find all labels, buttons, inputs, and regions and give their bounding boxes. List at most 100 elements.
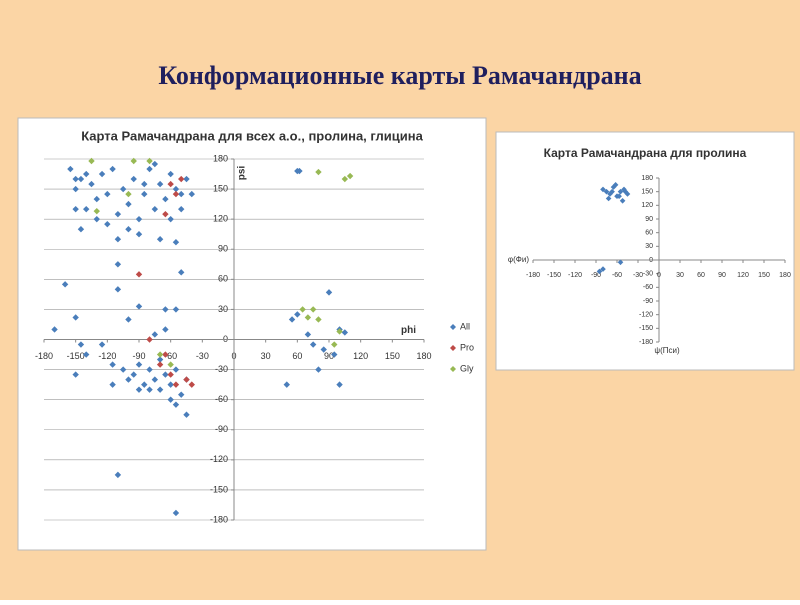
scatter-point	[610, 184, 617, 190]
scatter-point	[83, 170, 90, 178]
scatter-point	[341, 175, 349, 183]
y-tick-label: -150	[210, 484, 228, 494]
y-tick-label: 120	[213, 214, 228, 224]
scatter-point	[299, 306, 306, 313]
scatter-point	[331, 351, 338, 358]
scatter-point	[336, 328, 343, 335]
scatter-point	[72, 314, 79, 321]
scatter-point	[183, 376, 190, 383]
scatter-point	[346, 172, 354, 180]
scatter-point	[151, 205, 159, 213]
scatter-point	[151, 160, 159, 168]
chart-area	[495, 131, 795, 371]
scatter-point	[162, 195, 169, 203]
scatter-point	[167, 361, 174, 368]
scatter-point	[624, 191, 631, 197]
scatter-point	[315, 168, 322, 176]
scatter-point	[61, 281, 69, 288]
y-tick-label: -120	[210, 454, 228, 464]
scatter-point	[178, 269, 185, 276]
scatter-point	[162, 210, 169, 218]
scatter-point	[125, 225, 132, 233]
x-tick-label: 30	[676, 272, 684, 279]
scatter-point	[607, 191, 613, 197]
scatter-point	[605, 195, 612, 202]
y-tick-label: -180	[210, 514, 228, 524]
x-tick-label: -60	[612, 272, 622, 279]
y-tick-label: 60	[645, 230, 653, 237]
scatter-point	[167, 371, 174, 378]
scatter-point	[156, 356, 164, 363]
scatter-point	[188, 381, 195, 388]
scatter-point	[609, 188, 615, 195]
scatter-point	[141, 180, 148, 188]
scatter-point	[104, 190, 111, 198]
y-tick-label: 180	[213, 153, 228, 163]
scatter-point	[72, 205, 79, 213]
scatter-point	[114, 210, 122, 218]
scatter-point	[109, 381, 116, 388]
scatter-point	[600, 186, 606, 193]
scatter-point	[162, 351, 169, 358]
scatter-point	[119, 185, 127, 193]
scatter-point	[167, 180, 174, 188]
scatter-point	[151, 331, 159, 338]
scatter-point	[183, 411, 190, 418]
legend-label: Gly	[460, 363, 474, 373]
scatter-point	[336, 381, 343, 388]
scatter-point	[135, 303, 143, 310]
x-tick-label: 150	[758, 272, 770, 279]
x-tick-label: -150	[67, 351, 85, 361]
scatter-point	[167, 381, 174, 388]
y-tick-label: -180	[639, 339, 653, 346]
x-tick-label: -120	[568, 272, 582, 279]
x-axis-label: ψ(Пси)	[654, 346, 680, 355]
x-tick-label: -60	[164, 351, 177, 361]
y-tick-label: -120	[639, 312, 653, 319]
y-axis-label: psi	[237, 166, 248, 181]
scatter-point	[622, 188, 629, 195]
scatter-point	[83, 351, 90, 358]
x-tick-label: -90	[132, 351, 145, 361]
x-tick-label: 180	[416, 351, 431, 361]
scatter-point	[178, 190, 185, 198]
scatter-point	[156, 386, 164, 393]
scatter-point	[83, 205, 90, 213]
scatter-point	[325, 289, 333, 296]
scatter-point	[178, 205, 185, 213]
y-tick-label: 0	[223, 334, 228, 344]
scatter-point	[146, 366, 153, 373]
scatter-point	[125, 190, 132, 198]
scatter-point	[178, 175, 185, 183]
scatter-point	[114, 236, 122, 243]
scatter-point	[162, 371, 169, 378]
scatter-point	[621, 186, 627, 193]
scatter-point	[172, 190, 180, 198]
scatter-point	[93, 195, 100, 203]
legend-marker	[450, 366, 456, 372]
scatter-point	[288, 316, 296, 323]
x-tick-label: -150	[547, 272, 561, 279]
x-tick-label: -30	[633, 272, 643, 279]
scatter-point	[172, 306, 180, 313]
y-tick-label: -60	[215, 394, 228, 404]
scatter-point	[51, 326, 58, 333]
scatter-point	[130, 175, 137, 183]
x-tick-label: -90	[591, 272, 601, 279]
legend-marker	[450, 345, 456, 351]
scatter-point	[183, 175, 190, 183]
scatter-point	[72, 185, 79, 193]
y-tick-label: 30	[645, 243, 653, 250]
scatter-point	[617, 188, 624, 195]
scatter-point	[162, 326, 169, 333]
scatter-point	[130, 371, 137, 378]
x-tick-label: 180	[779, 272, 791, 279]
scatter-point	[146, 386, 153, 393]
scatter-point	[612, 182, 619, 188]
chart-title: Карта Рамачандрана для всех а.о., пролин…	[81, 128, 423, 143]
scatter-point	[172, 509, 180, 517]
scatter-point	[320, 346, 327, 353]
scatter-point	[178, 391, 185, 398]
scatter-point	[162, 306, 169, 313]
